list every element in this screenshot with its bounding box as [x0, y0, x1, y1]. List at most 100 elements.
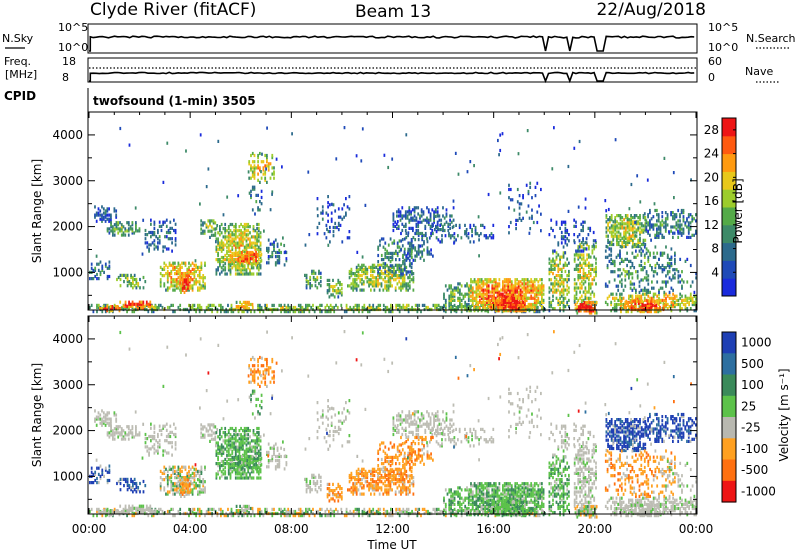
power-cell [116, 277, 118, 282]
power-cell [536, 181, 539, 185]
power-cell [197, 265, 199, 269]
power-cell [652, 292, 655, 296]
power-cell [511, 302, 514, 307]
power-cell [619, 234, 622, 238]
power-cell [170, 282, 173, 286]
power-cell [378, 288, 381, 292]
power-cell [573, 224, 576, 228]
power-cell [291, 132, 293, 136]
velocity-cell [200, 509, 203, 514]
power-cell [594, 239, 597, 243]
power-cell [402, 303, 405, 307]
power-cell [492, 298, 494, 302]
power-cell [240, 241, 242, 245]
power-cell [477, 292, 479, 296]
power-cell [397, 224, 400, 228]
power-cell [517, 280, 520, 284]
power-cell [639, 244, 641, 249]
power-cell [610, 300, 613, 304]
power-cell [615, 284, 618, 288]
power-cell [470, 280, 472, 284]
power-cell [595, 311, 598, 315]
power-cell [447, 222, 450, 226]
power-cell [560, 269, 563, 274]
power-cell [321, 205, 324, 209]
power-cell [179, 274, 182, 278]
power-cell [465, 228, 468, 232]
power-cell [240, 229, 242, 233]
power-cell [262, 168, 265, 172]
power-cell [503, 309, 506, 313]
power-cell [679, 225, 681, 229]
power-cell [607, 234, 609, 238]
power-cell [305, 273, 308, 277]
power-cell [608, 280, 611, 284]
power-cell [508, 300, 510, 304]
power-cell [386, 305, 389, 310]
power-cell [637, 226, 640, 230]
power-cell [409, 270, 411, 274]
velocity-cell [326, 514, 328, 518]
power-cell [244, 300, 247, 304]
power-cell [659, 229, 662, 233]
power-cell [258, 263, 261, 267]
power-cell [562, 305, 565, 309]
power-cell [158, 305, 160, 310]
velocity-cell [379, 507, 382, 511]
power-cell [384, 280, 386, 284]
power-cell [468, 290, 471, 294]
power-colorbar-label: Power [dB] [731, 178, 745, 243]
power-cell [373, 263, 376, 267]
power-cell [118, 307, 121, 311]
power-cell [266, 126, 268, 130]
power-cell [266, 158, 268, 162]
power-cell [484, 300, 487, 304]
power-cell [94, 266, 97, 270]
power-cell [493, 288, 495, 292]
power-cell [482, 282, 485, 286]
power-cell [231, 237, 234, 241]
power-cell [624, 230, 627, 234]
power-cell [198, 310, 201, 314]
power-cell [637, 240, 640, 244]
velocity-cell [108, 514, 111, 518]
power-cell [639, 216, 641, 220]
power-cell [257, 247, 260, 251]
power-cell [486, 286, 488, 290]
velocity-cell [172, 514, 174, 518]
power-cell [408, 286, 411, 290]
velocity-cell [227, 507, 229, 511]
power-cell [555, 296, 558, 300]
power-cell [252, 272, 255, 276]
power-cell [257, 206, 259, 210]
velocity-cell [131, 514, 134, 518]
power-cell [635, 234, 638, 238]
power-cell [408, 226, 411, 230]
power-cell [509, 309, 512, 313]
power-cell [588, 309, 591, 313]
power-cell [337, 207, 340, 211]
velocity-cell [336, 509, 339, 514]
power-cell [502, 296, 504, 300]
power-cell [389, 276, 392, 280]
power-cell [377, 267, 379, 271]
power-cell [663, 290, 666, 294]
power-cell [405, 270, 408, 274]
velocity-cell [297, 507, 300, 511]
power-cell [649, 263, 651, 268]
power-cell [588, 305, 591, 309]
power-cell [174, 228, 177, 233]
power-cell [525, 294, 527, 298]
power-cell [231, 260, 234, 264]
power-cell [448, 294, 451, 298]
power-cell [477, 215, 480, 219]
power-cell [126, 229, 128, 233]
power-cell [592, 230, 595, 235]
power-cell [172, 278, 174, 282]
power-cell [415, 218, 418, 222]
velocity-cell [368, 507, 371, 511]
power-cell [668, 230, 670, 234]
power-cell [389, 284, 392, 288]
power-cell [512, 288, 515, 292]
power-cell [249, 250, 252, 255]
